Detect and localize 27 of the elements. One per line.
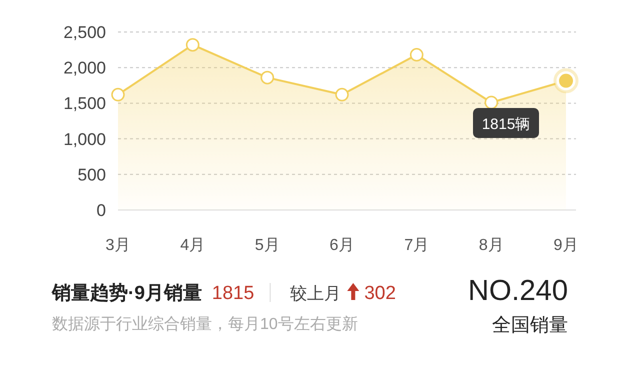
text: NO.240 [468,275,568,307]
x-tick-label: 9月 [554,237,578,254]
y-tick-label: 2,000 [63,58,106,78]
text: 销量趋势·9月销量 [51,282,202,304]
annotation: 1815辆 [482,116,530,133]
x-tick-label: 5月 [254,237,280,254]
y-tick-label: 1,500 [63,94,106,114]
point [410,48,424,62]
x-tick-label: 3月 [106,237,130,254]
x-tick-label: 6月 [330,237,354,254]
y-tick-label: 1,000 [63,130,106,149]
text: 较上月 [290,284,342,303]
text: 数据源于行业综合销量，每月10号左右更新 [52,315,358,333]
point [484,96,498,110]
y-tick-label: 500 [78,165,106,184]
point [260,70,274,84]
x-tick-label: 4月 [180,237,206,254]
text: 全国销量 [492,315,568,336]
point [111,88,125,102]
point [335,88,349,102]
point [186,38,200,52]
y-tick-label: 0 [96,201,106,220]
x-tick-label: 8月 [478,237,504,254]
text: 302 [364,283,396,304]
x-tick-label: 7月 [404,237,430,254]
text: 1815 [212,283,254,304]
y-tick-label: 2,500 [63,23,106,42]
